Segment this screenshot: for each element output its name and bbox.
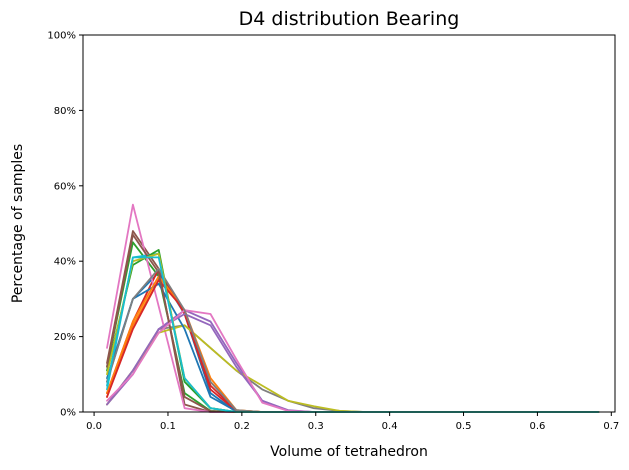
x-tick-label: 0.3 xyxy=(308,421,324,432)
y-tick-label: 0% xyxy=(60,408,76,419)
x-tick-label: 0.6 xyxy=(529,421,545,432)
y-tick-label: 40% xyxy=(54,257,76,268)
y-axis-title: Percentage of samples xyxy=(10,144,26,303)
x-tick-label: 0.2 xyxy=(234,421,250,432)
x-axis: 0.0 0.1 0.2 0.3 0.4 0.5 0.6 0.7 xyxy=(86,412,619,432)
x-tick-label: 0.5 xyxy=(456,421,472,432)
x-tick-label: 0.4 xyxy=(382,421,398,432)
x-tick-label: 0.0 xyxy=(86,421,102,432)
x-tick-label: 0.1 xyxy=(160,421,176,432)
x-tick-label: 0.7 xyxy=(603,421,619,432)
y-axis: 0% 20% 40% 60% 80% 100% xyxy=(47,31,83,419)
y-tick-label: 100% xyxy=(47,31,76,42)
y-tick-label: 20% xyxy=(54,332,76,343)
y-tick-label: 80% xyxy=(54,106,76,117)
y-tick-label: 60% xyxy=(54,181,76,192)
chart-title: D4 distribution Bearing xyxy=(239,8,460,30)
x-axis-title: Volume of tetrahedron xyxy=(270,444,428,460)
plot-frame xyxy=(82,34,616,413)
